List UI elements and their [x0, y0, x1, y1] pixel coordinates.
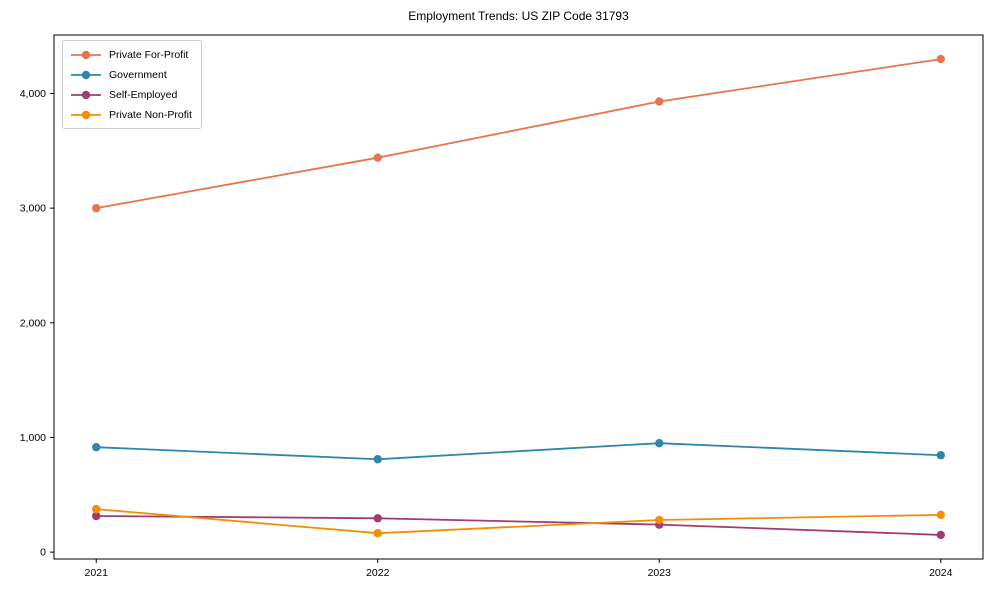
data-point-marker: [936, 54, 945, 64]
y-tick-label: 3,000: [20, 203, 46, 215]
data-point-marker: [92, 511, 101, 521]
legend-item: Government: [70, 66, 192, 83]
data-point-marker: [655, 97, 664, 106]
legend: Private For-Profit Government Self-Employe…: [62, 40, 202, 129]
x-tick-label: 2022: [366, 567, 390, 579]
x-tick-label: 2023: [648, 567, 672, 579]
chart-title: Employment Trends: US ZIP Code 31793: [408, 9, 629, 23]
legend-marker-icon: [71, 90, 101, 99]
legend-label: Government: [109, 68, 167, 81]
data-point-marker: [936, 530, 945, 540]
series-line: [96, 58, 941, 210]
x-tick-label: 2021: [85, 567, 109, 579]
legend-label: Private Non-Profit: [109, 108, 192, 121]
data-point-marker: [92, 203, 101, 213]
data-point-marker: [92, 443, 101, 452]
data-point-marker: [655, 515, 664, 525]
y-tick-label: 2,000: [20, 317, 46, 329]
data-point-marker: [373, 153, 382, 162]
data-point-marker: [373, 455, 382, 464]
plot-frame: [53, 34, 984, 560]
legend-label: Private For-Profit: [109, 48, 189, 61]
legend-marker-icon: [71, 110, 101, 119]
series-line: [96, 508, 941, 535]
legend-label: Self-Employed: [109, 88, 178, 101]
data-point-marker: [655, 438, 664, 448]
y-tick-label: 1,000: [20, 432, 46, 444]
legend-item: Self-Employed: [70, 86, 192, 103]
data-point-marker: [92, 504, 101, 514]
series-line: [96, 442, 941, 461]
data-point-marker: [936, 451, 945, 460]
legend-marker-icon: [71, 50, 101, 59]
legend-item: Private Non-Profit: [70, 106, 192, 123]
series-line: [96, 515, 941, 536]
data-point-marker: [373, 529, 382, 538]
legend-marker-icon: [71, 70, 101, 79]
data-point-marker: [373, 514, 382, 523]
y-tick-label: 0: [40, 547, 46, 559]
data-point-marker: [936, 510, 945, 520]
y-tick-label: 4,000: [20, 88, 46, 100]
x-tick-label: 2024: [929, 567, 953, 579]
legend-item: Private For-Profit: [70, 46, 192, 63]
